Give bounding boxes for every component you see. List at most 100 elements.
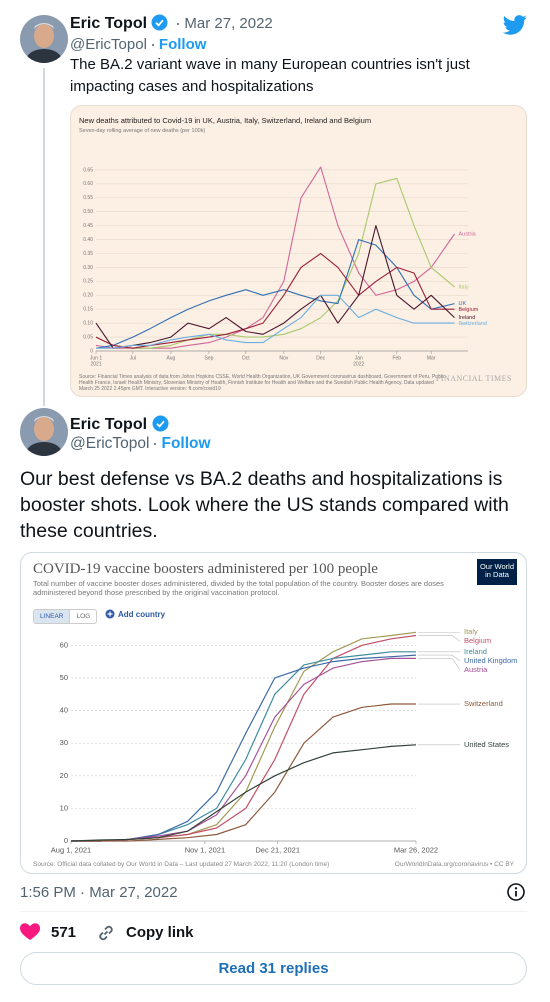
handle[interactable]: @EricTopol bbox=[70, 36, 147, 53]
follow-link[interactable]: Follow bbox=[158, 36, 207, 53]
y-tick-label: 0.60 bbox=[83, 181, 93, 187]
y-tick-label: 10 bbox=[60, 803, 68, 812]
series-line bbox=[71, 654, 417, 842]
series-line bbox=[70, 744, 417, 842]
legend-label: Switzerland bbox=[464, 699, 503, 708]
y-tick-label: 0.25 bbox=[83, 279, 93, 285]
x-tick-label: Jul bbox=[130, 355, 136, 361]
legend-label: Belgium bbox=[458, 307, 478, 313]
publisher: FINANCIAL TIMES bbox=[435, 374, 512, 383]
x-tick-label: Oct bbox=[242, 355, 250, 361]
x-tick-label: Nov 1, 2021 bbox=[185, 845, 225, 854]
source-url: OurWorldInData.org/coronavirus • CC BY bbox=[394, 861, 514, 868]
scale-button[interactable]: LOG bbox=[69, 610, 96, 623]
verified-badge bbox=[151, 14, 168, 31]
series-line bbox=[71, 651, 416, 842]
scale-button[interactable]: LINEAR bbox=[34, 610, 70, 623]
y-tick-label: 60 bbox=[60, 640, 68, 649]
add-country[interactable]: Add country bbox=[105, 609, 165, 619]
y-tick-label: 0.05 bbox=[83, 334, 93, 340]
y-tick-label: 0 bbox=[64, 836, 68, 845]
ft-chart-image[interactable]: New deaths attributed to Covid-19 in UK,… bbox=[70, 105, 527, 397]
x-tick-label: Feb bbox=[392, 355, 401, 361]
y-tick-label: 0 bbox=[90, 348, 93, 354]
x-tick-label: Mar 26, 2022 bbox=[394, 845, 438, 854]
legend-label: Austria bbox=[458, 231, 476, 237]
x-tick-label: Sep bbox=[204, 355, 213, 361]
series-line bbox=[96, 294, 455, 349]
y-tick-label: 30 bbox=[60, 738, 68, 747]
series-line bbox=[95, 177, 455, 349]
handle[interactable]: @EricTopol bbox=[70, 435, 150, 452]
x-tick-year: 2022 bbox=[353, 361, 364, 367]
x-tick-label: Jun 1 bbox=[90, 355, 102, 361]
y-tick-label: 0.30 bbox=[83, 265, 93, 271]
separator bbox=[154, 442, 157, 445]
y-tick-label: 20 bbox=[60, 771, 68, 780]
like-icon[interactable] bbox=[20, 923, 40, 941]
y-tick-label: 0.10 bbox=[83, 320, 93, 326]
x-tick-label: Dec bbox=[316, 355, 325, 361]
tweet-text: The BA.2 variant wave in many European c… bbox=[70, 56, 470, 95]
y-tick-label: 0.20 bbox=[83, 293, 93, 299]
chart-subtitle: Total number of vaccine booster doses ad… bbox=[33, 579, 444, 597]
series-line bbox=[95, 239, 455, 349]
legend-label: Italy bbox=[458, 284, 468, 290]
chart-source: Source: Financial Times analysis of data… bbox=[79, 374, 446, 392]
label-connector bbox=[418, 658, 461, 671]
like-count[interactable]: 571 bbox=[51, 924, 77, 941]
timestamp[interactable]: 1:56 PM · Mar 27, 2022 bbox=[20, 884, 178, 901]
chart-subtitle: Seven-day rolling average of new deaths … bbox=[79, 128, 206, 134]
legend-label: Ireland bbox=[458, 315, 475, 321]
y-tick-label: 0.15 bbox=[83, 307, 93, 313]
owid-chart-image[interactable]: COVID-19 vaccine boosters administered p… bbox=[20, 552, 527, 874]
y-tick-label: 0.45 bbox=[83, 223, 93, 229]
tweet-header: Eric Topol Mar 27, 2022 bbox=[70, 14, 273, 33]
chart-title: COVID-19 vaccine boosters administered p… bbox=[33, 561, 378, 577]
y-tick-label: 0.55 bbox=[83, 195, 93, 201]
verified-badge bbox=[152, 415, 168, 432]
series-line bbox=[71, 703, 416, 842]
read-replies-button[interactable]: Read 31 replies bbox=[20, 952, 527, 985]
y-tick-label: 50 bbox=[60, 673, 68, 682]
author-name[interactable]: Eric Topol bbox=[70, 15, 148, 32]
plot: 0 0.05 0.10 0.15 0.20 0.25 0.30 0.35 0.40 0.45 0.5… bbox=[83, 166, 487, 367]
info-icon[interactable] bbox=[506, 882, 526, 902]
chart-title: New deaths attributed to Covid-19 in UK,… bbox=[79, 116, 372, 125]
tweet-header: Eric Topol bbox=[70, 415, 169, 434]
avatar[interactable] bbox=[20, 15, 68, 63]
thread-line bbox=[43, 68, 45, 406]
add-country-label[interactable]: Add country bbox=[118, 609, 166, 619]
legend-label: Ireland bbox=[464, 647, 487, 656]
handle-row: @EricTopol Follow bbox=[70, 36, 206, 53]
x-tick-year: 2021 bbox=[90, 361, 101, 367]
twitter-logo[interactable] bbox=[503, 15, 527, 35]
plus-icon bbox=[105, 609, 115, 619]
tweet-date[interactable]: Mar 27, 2022 bbox=[184, 15, 273, 32]
avatar[interactable] bbox=[20, 408, 68, 456]
legend-label: United States bbox=[464, 740, 509, 749]
scale-toggle: LINEAR LOG bbox=[33, 609, 98, 624]
x-tick-label: Dec 21, 2021 bbox=[255, 845, 300, 854]
x-tick-label: Nov bbox=[279, 355, 288, 361]
handle-row: @EricTopol Follow bbox=[70, 435, 211, 453]
owid-logo: Our World in Data bbox=[477, 559, 517, 585]
series-line bbox=[95, 166, 455, 349]
legend-label: Switzerland bbox=[458, 321, 486, 327]
link-icon[interactable] bbox=[96, 923, 116, 943]
y-tick-label: 0.65 bbox=[83, 167, 93, 173]
separator bbox=[177, 23, 180, 26]
y-tick-label: 0.50 bbox=[83, 209, 93, 215]
author-name[interactable]: Eric Topol bbox=[70, 416, 148, 433]
y-tick-label: 40 bbox=[60, 706, 68, 715]
legend-label: UK bbox=[458, 301, 466, 307]
legend-label: Italy bbox=[464, 627, 478, 636]
x-tick-label: Aug bbox=[166, 355, 175, 361]
legend-label: United Kingdom bbox=[464, 656, 517, 665]
separator bbox=[151, 44, 154, 47]
divider bbox=[20, 911, 527, 912]
series-line bbox=[95, 225, 455, 349]
follow-link[interactable]: Follow bbox=[161, 435, 211, 452]
copy-link[interactable]: Copy link bbox=[126, 924, 194, 941]
